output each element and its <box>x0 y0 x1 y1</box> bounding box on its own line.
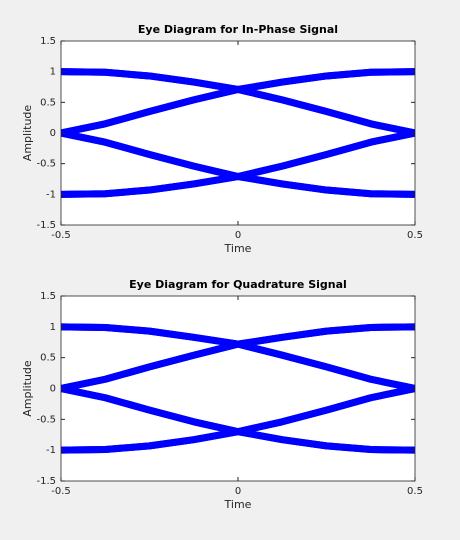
eye-trace <box>61 340 415 392</box>
x-tick-label: -0.5 <box>51 486 71 497</box>
chart-title: Eye Diagram for Quadrature Signal <box>129 278 347 291</box>
x-tick-label: -0.5 <box>51 230 71 241</box>
x-axis-label: Time <box>224 242 252 255</box>
y-tick-label: 0.5 <box>40 353 56 364</box>
y-tick-label: 0 <box>50 384 56 395</box>
y-tick-label: 1.5 <box>40 36 56 47</box>
y-tick-label: 0.5 <box>40 97 56 108</box>
y-tick-label: -1.5 <box>36 220 56 231</box>
series-group <box>61 68 415 198</box>
x-tick-label: 0 <box>235 486 241 497</box>
x-tick-label: 0.5 <box>407 486 423 497</box>
y-tick-label: -0.5 <box>36 159 56 170</box>
plot-area <box>61 41 415 225</box>
y-tick-label: 1.5 <box>40 291 56 302</box>
y-tick-label: -1 <box>46 189 56 200</box>
eye-trace <box>61 129 415 181</box>
plot-area <box>61 296 415 481</box>
eye-trace <box>61 85 415 137</box>
y-tick-label: 1 <box>50 67 56 78</box>
y-tick-label: -0.5 <box>36 414 56 425</box>
chart-title: Eye Diagram for In-Phase Signal <box>138 23 338 36</box>
x-tick-label: 0.5 <box>407 230 423 241</box>
eye-trace <box>61 385 415 436</box>
y-tick-label: -1 <box>46 445 56 456</box>
x-axis-label: Time <box>224 498 252 511</box>
y-axis-label: Amplitude <box>21 360 34 417</box>
y-tick-label: 1 <box>50 322 56 333</box>
y-axis-label: Amplitude <box>21 105 34 162</box>
y-tick-label: 0 <box>50 128 56 139</box>
x-tick-label: 0 <box>235 230 241 241</box>
series-group <box>61 323 415 454</box>
y-tick-label: -1.5 <box>36 476 56 487</box>
